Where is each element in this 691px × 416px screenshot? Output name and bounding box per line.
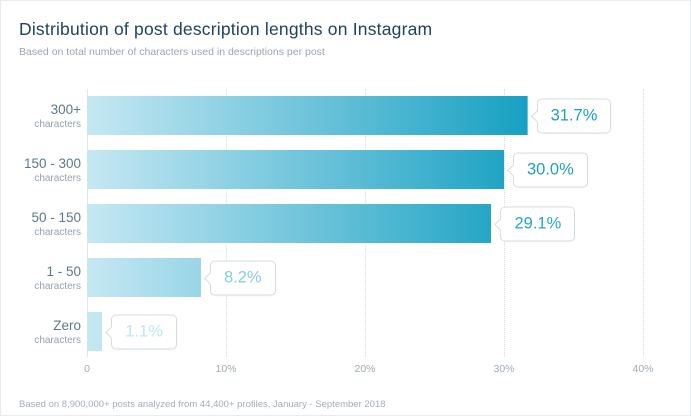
category-unit: characters [34, 118, 81, 130]
category-unit: characters [34, 226, 81, 238]
chart-row: 50 - 150 characters 29.1% [1, 197, 690, 251]
bar-chart: 300+ characters 31.7% 150 - 300 characters 30… [1, 89, 690, 359]
category-label: Zero characters [1, 318, 81, 346]
x-tick-label: 0 [84, 363, 90, 375]
category-unit: characters [34, 334, 81, 346]
chart-row: 150 - 300 characters 30.0% [1, 143, 690, 197]
category-unit: characters [34, 172, 81, 184]
x-tick-label: 30% [493, 363, 515, 375]
bar [87, 150, 504, 189]
category-label: 150 - 300 characters [1, 156, 81, 184]
bar [87, 204, 492, 243]
bar [87, 312, 103, 351]
value-callout: 1.1% [111, 314, 177, 350]
category-range: 1 - 50 [46, 263, 81, 279]
chart-footnote: Based on 8,900,000+ posts analyzed from … [19, 399, 386, 410]
category-range: 150 - 300 [23, 155, 81, 171]
category-range: 50 - 150 [31, 209, 81, 225]
chart-subtitle: Based on total number of characters used… [19, 46, 325, 58]
chart-row: 1 - 50 characters 8.2% [1, 251, 690, 305]
x-tick-label: 10% [215, 363, 237, 375]
x-tick-label: 40% [632, 363, 654, 375]
value-callout: 31.7% [536, 98, 612, 134]
value-callout: 29.1% [500, 206, 576, 242]
x-axis: 0 10% 20% 30% 40% [1, 363, 690, 377]
chart-row: Zero characters 1.1% [1, 305, 690, 359]
bar [87, 96, 528, 135]
value-callout: 8.2% [209, 260, 276, 296]
category-label: 1 - 50 characters [1, 264, 81, 292]
category-range: Zero [53, 317, 81, 333]
value-callout: 30.0% [513, 152, 588, 188]
category-range: 300+ [50, 101, 81, 117]
category-label: 300+ characters [1, 102, 81, 130]
category-label: 50 - 150 characters [1, 210, 81, 238]
gridline [643, 89, 644, 357]
bar [87, 258, 201, 297]
chart-title: Distribution of post description lengths… [19, 19, 433, 39]
chart-row: 300+ characters 31.7% [1, 89, 690, 143]
x-tick-label: 20% [354, 363, 376, 375]
category-unit: characters [34, 280, 81, 292]
